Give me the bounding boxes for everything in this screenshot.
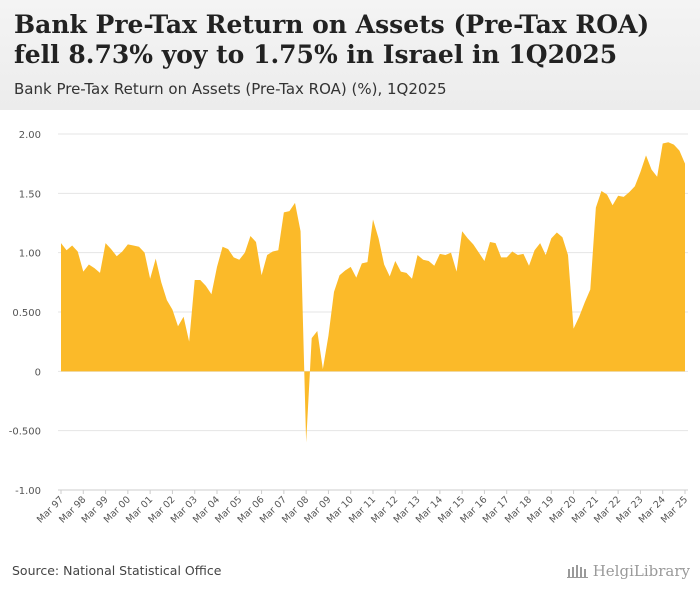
brand-name: HelgiLibrary [592,562,690,580]
y-tick-label: 1.00 [19,249,41,260]
source-note: Source: National Statistical Office [12,563,222,578]
series-area [61,142,685,443]
y-tick-label: 1.50 [19,189,41,200]
header-panel: Bank Pre-Tax Return on Assets (Pre-Tax R… [0,0,700,110]
chart-title: Bank Pre-Tax Return on Assets (Pre-Tax R… [14,10,650,69]
chart-subtitle: Bank Pre-Tax Return on Assets (Pre-Tax R… [14,80,447,98]
y-tick-label: 0 [35,367,41,378]
y-tick-label: -1.00 [15,486,41,497]
y-tick-label: -0.500 [9,427,41,438]
series-area-layer [61,142,685,443]
library-icon [566,565,588,578]
brand-logo[interactable]: HelgiLibrary [566,562,690,580]
chart-area: 2.00 1.50 1.00 0.500 0 -0.500 -1.00 Mar 97 Mar 9… [0,114,700,554]
y-tick-label: 2.00 [19,130,41,141]
y-tick-label: 0.500 [12,308,41,319]
